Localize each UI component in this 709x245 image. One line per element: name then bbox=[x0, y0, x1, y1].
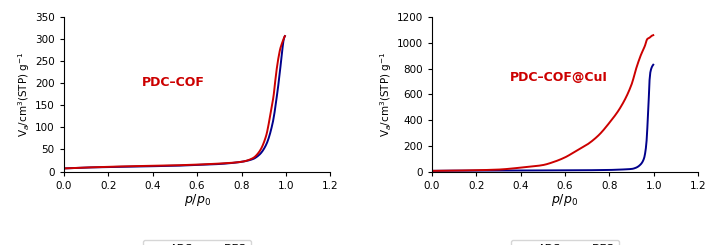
Text: PDC–COF: PDC–COF bbox=[142, 75, 204, 88]
X-axis label: $p/p_0$: $p/p_0$ bbox=[184, 192, 211, 208]
Y-axis label: V$_a$/cm$^3$(STP) g$^{-1}$: V$_a$/cm$^3$(STP) g$^{-1}$ bbox=[378, 51, 393, 137]
Text: PDC–COF@CuI: PDC–COF@CuI bbox=[510, 72, 608, 85]
Legend: ADS, DES: ADS, DES bbox=[511, 240, 619, 245]
X-axis label: $p/p_0$: $p/p_0$ bbox=[552, 192, 579, 208]
Y-axis label: V$_a$/cm$^3$(STP) g$^{-1}$: V$_a$/cm$^3$(STP) g$^{-1}$ bbox=[16, 51, 32, 137]
Legend: ADS, DES: ADS, DES bbox=[143, 240, 251, 245]
